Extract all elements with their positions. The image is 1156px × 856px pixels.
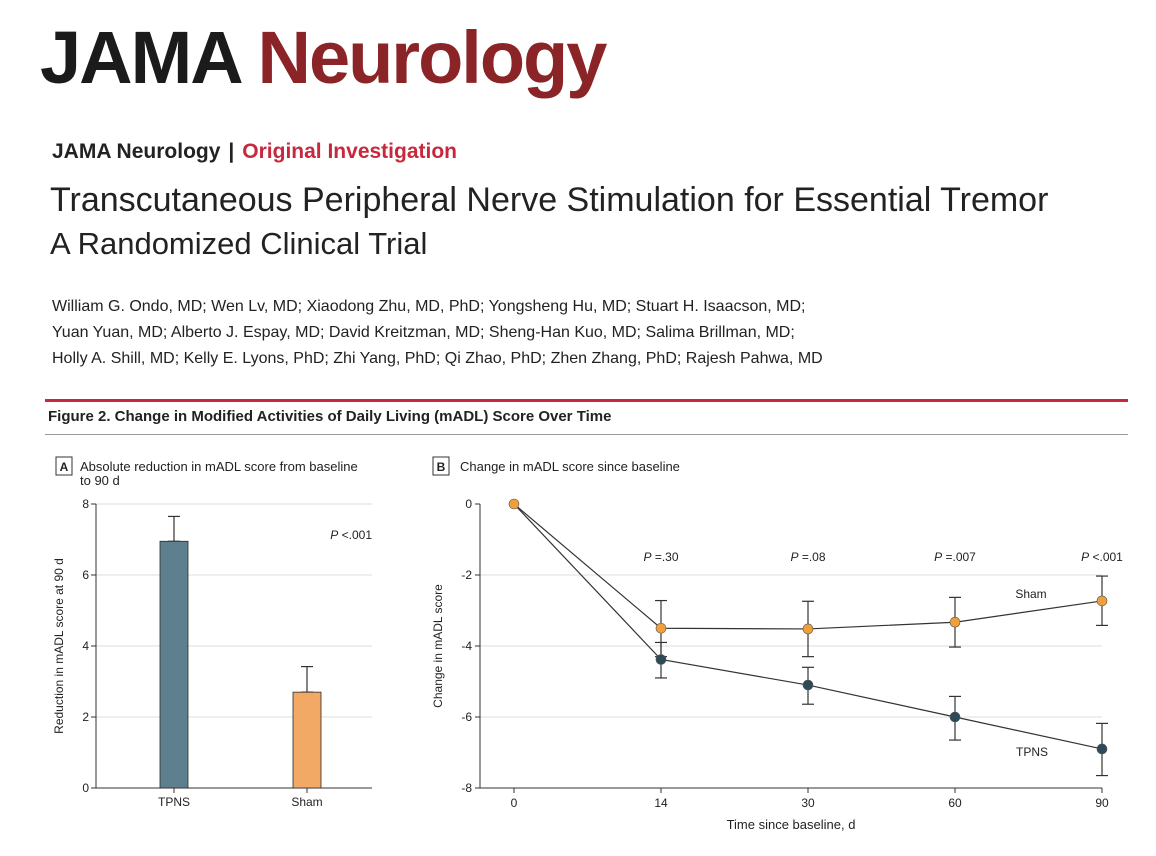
- figure-top-rule: [45, 399, 1128, 402]
- figure-title-rule: [45, 434, 1128, 435]
- journal-logo: JAMA Neurology: [40, 10, 608, 106]
- panel-b-y-tick-label: -4: [461, 639, 472, 653]
- panel-b-sham-series-label: Sham: [1015, 587, 1046, 601]
- panel-a-label-box: [55, 456, 73, 476]
- figure-title: Figure 2. Change in Modified Activities …: [48, 408, 612, 425]
- panel-a-y-tick-label: 6: [82, 568, 89, 582]
- panel-b-p-value: P =.30: [643, 550, 678, 564]
- article-type: Original Investigation: [242, 140, 457, 163]
- panel-b-x-tick-label: 60: [948, 796, 962, 810]
- panel-b-x-tick-label: 90: [1095, 796, 1109, 810]
- panel-b-sham-point: [655, 622, 667, 634]
- panel-b-tpns-point: [949, 711, 961, 723]
- panel-a-y-tick-label: 0: [82, 781, 89, 795]
- panel-a-letter: A: [60, 460, 69, 474]
- author-list: William G. Ondo, MD; Wen Lv, MD; Xiaodon…: [52, 294, 1132, 372]
- panel-a-y-tick-label: 4: [82, 639, 89, 653]
- panel-a-y-tick-label: 8: [82, 497, 89, 511]
- panel-b-sham-point: [949, 616, 961, 628]
- panel-b-y-axis-label: Change in mADL score: [431, 584, 445, 708]
- panel-b-tpns-point: [1096, 743, 1108, 755]
- panel-b-y-tick-label: -2: [461, 568, 472, 582]
- panel-a-sham-bar: [292, 691, 322, 789]
- panel-b-x-tick-label: 30: [801, 796, 815, 810]
- panel-b-tpns-point: [655, 654, 667, 665]
- panel-b-tpns-point: [802, 679, 814, 691]
- article-meta: JAMA Neurology | Original Investigation: [52, 140, 457, 164]
- panel-a-category-label: Sham: [291, 795, 322, 809]
- author-line-1: William G. Ondo, MD; Wen Lv, MD; Xiaodon…: [52, 298, 806, 315]
- logo-jama: JAMA: [40, 16, 241, 99]
- panel-a-y-axis-label: Reduction in mADL score at 90 d: [52, 558, 66, 734]
- panel-b-letter: B: [437, 460, 446, 474]
- panel-b-y-tick-label: -8: [461, 781, 472, 795]
- author-line-2: Yuan Yuan, MD; Alberto J. Espay, MD; Dav…: [52, 324, 795, 341]
- panel-b-sham-point: [508, 498, 520, 510]
- panel-b-p-value: P =.007: [934, 550, 976, 564]
- panel-a-tpns-bar: [159, 540, 189, 789]
- panel-a-category-label: TPNS: [158, 795, 190, 809]
- panel-b-y-tick-label: 0: [465, 497, 472, 511]
- panel-b-sham-point: [802, 623, 814, 635]
- journal-name: JAMA Neurology: [52, 140, 221, 163]
- panel-a-title-line2: to 90 d: [80, 473, 120, 488]
- meta-separator: |: [228, 140, 235, 163]
- logo-neurology: Neurology: [257, 16, 608, 99]
- panel-b-x-axis-label: Time since baseline, d: [727, 817, 856, 832]
- panel-b-x-tick-label: 14: [654, 796, 668, 810]
- panel-b-sham-point: [1096, 595, 1108, 607]
- article-title: Transcutaneous Peripheral Nerve Stimulat…: [50, 181, 1049, 219]
- panel-b-p-value: P =.08: [790, 550, 825, 564]
- author-line-3: Holly A. Shill, MD; Kelly E. Lyons, PhD;…: [52, 350, 823, 367]
- panel-b-y-tick-label: -6: [461, 710, 472, 724]
- panel-a-y-tick-label: 2: [82, 710, 89, 724]
- panel-b-p-value: P <.001: [1081, 550, 1123, 564]
- panel-a-p-value: P <.001: [330, 528, 372, 542]
- panel-b-title: Change in mADL score since baseline: [460, 459, 680, 474]
- panel-a-title: Absolute reduction in mADL score from ba…: [80, 459, 358, 474]
- panel-b-label-box: [432, 456, 450, 476]
- article-subtitle: A Randomized Clinical Trial: [50, 226, 428, 261]
- panel-b-tpns-series-label: TPNS: [1016, 745, 1048, 759]
- panel-b-x-tick-label: 0: [511, 796, 518, 810]
